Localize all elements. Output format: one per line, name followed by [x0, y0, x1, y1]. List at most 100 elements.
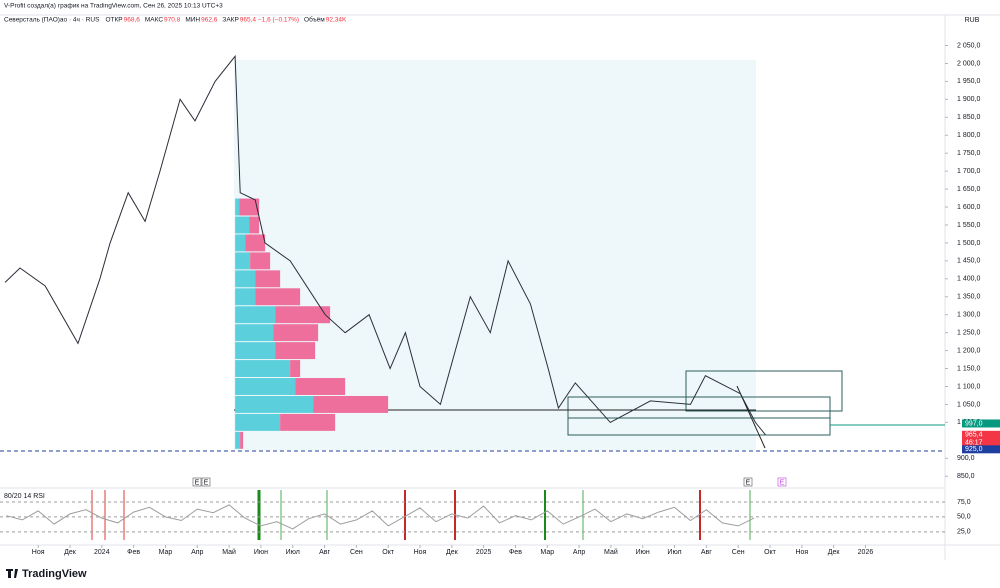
- price-label: 997,0: [965, 420, 983, 427]
- price-label-box: [962, 445, 1000, 454]
- y-tick-label: 1 250,0: [957, 330, 980, 337]
- y-tick-label: 1 500,0: [957, 240, 980, 247]
- ohlc-value: 968,6: [124, 17, 141, 24]
- profile-down-bar: [275, 342, 316, 360]
- caption: V-Profit создал(а) график на TradingView…: [4, 3, 223, 10]
- x-tick-label: Ноя: [32, 549, 45, 556]
- event-label: E: [195, 479, 200, 486]
- logo-text: TradingView: [22, 568, 87, 580]
- y-tick-label: 1 300,0: [957, 312, 980, 319]
- profile-up-bar: [235, 234, 246, 252]
- x-tick-label: Фев: [509, 549, 522, 556]
- y-tick-label: 1 550,0: [957, 222, 980, 229]
- profile-up-bar: [235, 324, 274, 342]
- profile-up-bar: [235, 378, 296, 395]
- series-line: [4, 54, 766, 436]
- event-label: E: [780, 479, 785, 486]
- x-tick-label: Июн: [636, 549, 650, 556]
- ohlc-value: 92,34K: [326, 17, 347, 24]
- ohlc-value: 970,8: [164, 17, 181, 24]
- ohlc-label: ЗАКР: [222, 17, 238, 24]
- x-tick-label: Авг: [701, 549, 712, 556]
- profile-down-bar: [240, 431, 244, 449]
- price-label: 925,0: [965, 446, 983, 453]
- symbol: Северсталь (ПАО)ао · 4ч · RUS: [4, 17, 100, 24]
- logo: TradingView: [6, 568, 87, 580]
- x-tick-label: Ноя: [414, 549, 427, 556]
- profile-down-bar: [250, 252, 271, 270]
- y-tick-label: 1 100,0: [957, 383, 980, 390]
- y-tick-label: 1 350,0: [957, 294, 980, 301]
- y-tick-label: 25,0: [957, 529, 971, 536]
- x-tick-label: Сен: [732, 549, 745, 556]
- unit: RUB: [965, 17, 980, 24]
- y-tick-label: 1 700,0: [957, 168, 980, 175]
- x-tick-label: Мар: [540, 549, 554, 556]
- x-tick-label: Дек: [446, 549, 459, 556]
- x-tick-label: Май: [222, 548, 236, 556]
- x-tick-label: 2026: [858, 549, 874, 556]
- y-tick-label: 1 950,0: [957, 78, 980, 85]
- ohlc-label: ОТКР: [105, 17, 122, 24]
- x-tick-label: 2024: [94, 549, 110, 556]
- y-tick-label: 1 200,0: [957, 347, 980, 354]
- x-tick-label: Окт: [764, 549, 777, 556]
- profile-up-bar: [235, 360, 291, 378]
- y-tick-label: 2 000,0: [957, 60, 980, 67]
- x-tick-label: Мар: [159, 549, 173, 556]
- range-box: [685, 370, 843, 412]
- ohlc-label: МАКС: [145, 17, 163, 24]
- y-tick-label: 1 900,0: [957, 96, 980, 103]
- ohlc-value: 965,4 −1,6 (−0,17%): [240, 17, 299, 24]
- event-markers: E E E E: [192, 477, 787, 486]
- profile-down-bar: [273, 324, 319, 342]
- ohlc-value: 962,6: [201, 17, 218, 24]
- profile-down-bar: [313, 395, 389, 413]
- x-tick-label: 2025: [476, 549, 492, 556]
- x-tick-label: Апр: [191, 549, 203, 556]
- profile-up-bar: [235, 342, 276, 360]
- profile-down-bar: [280, 413, 336, 431]
- x-tick-label: Дек: [64, 549, 77, 556]
- x-tick-label: Апр: [573, 549, 585, 556]
- profile-down-bar: [239, 198, 260, 216]
- y-tick-label: 1 050,0: [957, 401, 980, 408]
- event-label: E: [204, 479, 209, 486]
- profile-up-bar: [235, 270, 256, 288]
- y-tick-label: 1 400,0: [957, 276, 980, 283]
- profile-down-bar: [255, 270, 281, 288]
- profile-up-bar: [235, 306, 276, 324]
- ohlc-label: Объём: [304, 16, 325, 24]
- y-tick-label: 75,0: [957, 499, 971, 506]
- x-tick-label: Июл: [286, 549, 300, 556]
- x-tick-label: Июл: [667, 549, 681, 556]
- profile-down-bar: [290, 360, 301, 378]
- profile-down-bar: [255, 288, 301, 306]
- price-label: 965,4: [965, 432, 983, 439]
- y-tick-label: 900,0: [957, 455, 975, 462]
- rsi-title: 80/20 14 RSI: [4, 493, 45, 500]
- series-line: [6, 504, 755, 530]
- x-tick-label: Авг: [319, 549, 330, 556]
- x-tick-label: Окт: [382, 549, 395, 556]
- profile-up-bar: [235, 198, 240, 216]
- profile-down-bar: [245, 234, 266, 252]
- profile-down-bar: [275, 306, 331, 324]
- range-box: [567, 417, 831, 436]
- price-label-box: [962, 430, 1000, 447]
- y-tick-label: 1 450,0: [957, 258, 980, 265]
- x-tick-label: Сен: [350, 549, 363, 556]
- profile-up-bar: [235, 216, 250, 234]
- y-tick-label: 1 150,0: [957, 365, 980, 372]
- price-label-box: [962, 419, 1000, 428]
- profile-up-bar: [235, 413, 281, 431]
- profile-down-bar: [249, 216, 260, 234]
- x-tick-label: Июн: [254, 549, 268, 556]
- profile-up-bar: [235, 395, 314, 413]
- y-tick-label: 850,0: [957, 473, 975, 480]
- y-tick-label: 1 800,0: [957, 132, 980, 139]
- y-tick-label: 1 600,0: [957, 204, 980, 211]
- x-tick-label: Ноя: [795, 549, 808, 556]
- event-label: E: [746, 479, 751, 486]
